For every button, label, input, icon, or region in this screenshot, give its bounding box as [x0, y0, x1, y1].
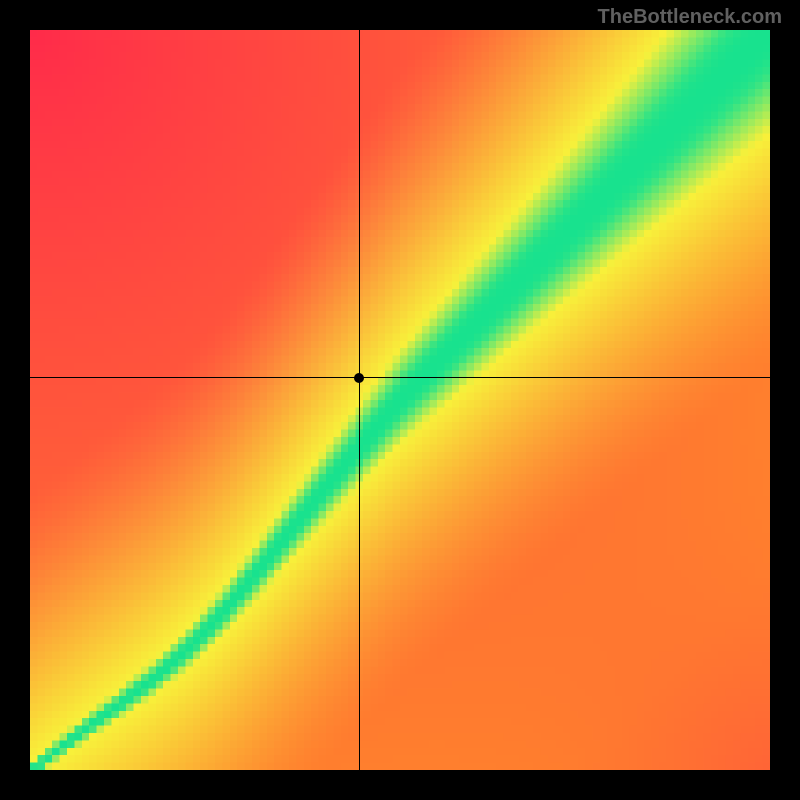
- crosshair-horizontal: [30, 377, 770, 378]
- bottleneck-heatmap: [30, 30, 770, 770]
- watermark-text: TheBottleneck.com: [598, 6, 782, 29]
- crosshair-dot: [354, 373, 364, 383]
- heatmap-frame: [30, 30, 770, 770]
- crosshair-vertical: [359, 30, 360, 770]
